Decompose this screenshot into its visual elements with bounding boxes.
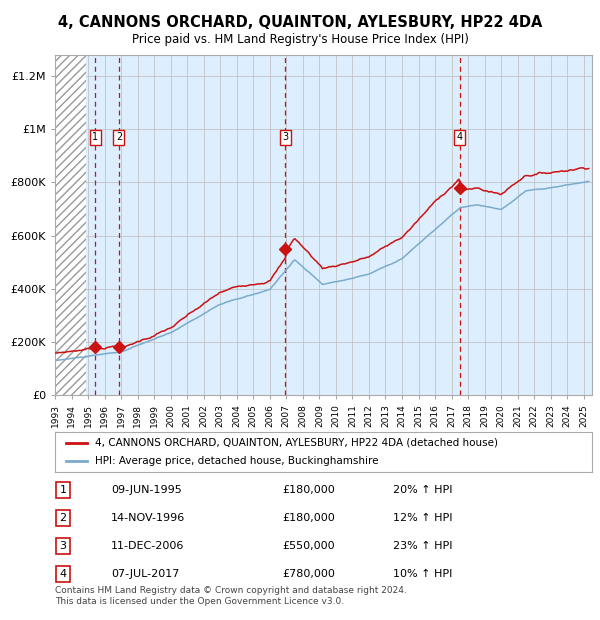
Text: 1: 1 [59,485,67,495]
Bar [86,55,592,395]
Text: 4, CANNONS ORCHARD, QUAINTON, AYLESBURY, HP22 4DA (detached house): 4, CANNONS ORCHARD, QUAINTON, AYLESBURY,… [95,438,498,448]
Text: 12% ↑ HPI: 12% ↑ HPI [393,513,452,523]
Text: 1: 1 [92,132,98,143]
Text: Price paid vs. HM Land Registry's House Price Index (HPI): Price paid vs. HM Land Registry's House … [131,33,469,46]
Text: 3: 3 [283,132,289,143]
Bar [55,55,86,395]
Text: 23% ↑ HPI: 23% ↑ HPI [393,541,452,551]
Text: £180,000: £180,000 [282,513,335,523]
Text: 4, CANNONS ORCHARD, QUAINTON, AYLESBURY, HP22 4DA: 4, CANNONS ORCHARD, QUAINTON, AYLESBURY,… [58,15,542,30]
Text: £780,000: £780,000 [282,569,335,579]
Text: 2: 2 [116,132,122,143]
Text: Contains HM Land Registry data © Crown copyright and database right 2024.
This d: Contains HM Land Registry data © Crown c… [55,585,407,606]
Text: HPI: Average price, detached house, Buckinghamshire: HPI: Average price, detached house, Buck… [95,456,379,466]
Text: 4: 4 [457,132,463,143]
Text: 4: 4 [59,569,67,579]
Text: £180,000: £180,000 [282,485,335,495]
Text: 2: 2 [59,513,67,523]
Text: £550,000: £550,000 [282,541,335,551]
Text: 10% ↑ HPI: 10% ↑ HPI [393,569,452,579]
Text: 11-DEC-2006: 11-DEC-2006 [111,541,184,551]
Text: 07-JUL-2017: 07-JUL-2017 [111,569,179,579]
Text: 09-JUN-1995: 09-JUN-1995 [111,485,182,495]
Text: 3: 3 [59,541,67,551]
Text: 20% ↑ HPI: 20% ↑ HPI [393,485,452,495]
Text: 14-NOV-1996: 14-NOV-1996 [111,513,185,523]
